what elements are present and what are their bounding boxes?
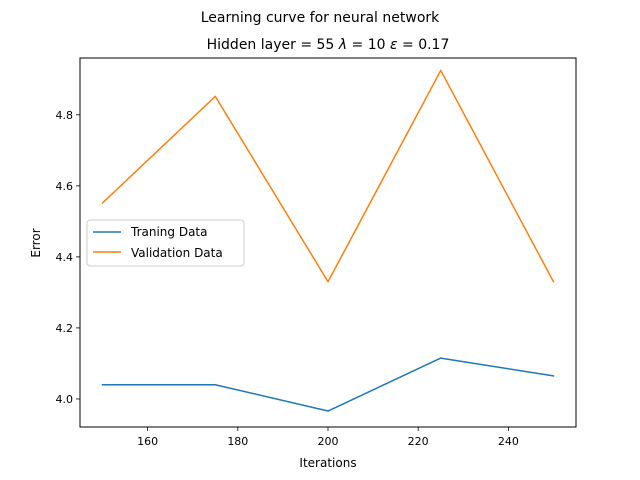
x-tick-label: 220 (408, 435, 429, 448)
figure-suptitle: Learning curve for neural network (201, 10, 440, 26)
legend-box (86, 219, 245, 267)
chart-title: Hidden layer = 55 λ = 10 ε = 0.17 (207, 37, 450, 53)
legend: Traning Data Validation Data (86, 219, 245, 267)
x-axis-label: Iterations (299, 456, 356, 470)
chart-title-part-2: = 10 (347, 37, 390, 53)
x-tick-label: 200 (318, 435, 339, 448)
chart-title-part-3: = 0.17 (398, 37, 450, 53)
y-tick-label: 4.2 (56, 322, 74, 335)
y-axis-label: Error (29, 228, 43, 257)
x-tick-label: 160 (137, 435, 158, 448)
y-tick-label: 4.6 (56, 180, 74, 193)
y-tick-label: 4.8 (56, 109, 74, 122)
chart-title-part-1: Hidden layer = 55 (207, 37, 339, 53)
x-tick-label: 240 (498, 435, 519, 448)
plot-lines (101, 69, 555, 412)
chart-title-lambda: λ (338, 37, 347, 53)
y-tick-label: 4.0 (56, 393, 74, 406)
legend-label-validation: Validation Data (131, 246, 223, 260)
series-line-training (101, 357, 555, 412)
chart-title-epsilon: ε (390, 37, 398, 53)
series-line-validation (101, 69, 555, 283)
legend-label-training: Traning Data (130, 225, 207, 239)
plot-area-frame (79, 57, 577, 428)
y-tick-label: 4.4 (56, 251, 74, 264)
x-tick-label: 180 (227, 435, 248, 448)
axis-ticks: 160 180 200 220 240 4.0 4.2 4.4 4.6 4.8 (56, 109, 519, 448)
